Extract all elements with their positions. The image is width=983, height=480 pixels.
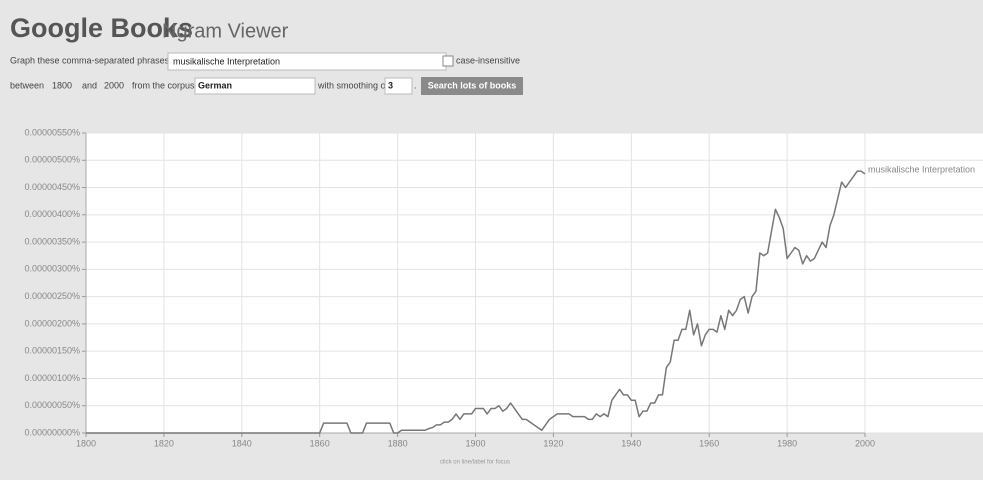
hint: click on line/label for focus xyxy=(440,460,510,466)
y-tick-label: 0.00000100% xyxy=(24,373,80,383)
smoothing-select[interactable] xyxy=(384,77,413,95)
case-checkbox[interactable] xyxy=(442,55,454,67)
start-year[interactable]: 1800 xyxy=(52,80,72,90)
between: between xyxy=(10,80,44,90)
x-tick-label: 1860 xyxy=(310,438,330,448)
x-tick-label: 1900 xyxy=(465,438,485,448)
search-button[interactable] xyxy=(421,77,523,95)
y-tick-label: 0.00000200% xyxy=(24,318,80,328)
y-tick-label: 0.00000150% xyxy=(24,346,80,356)
x-tick-label: 1840 xyxy=(232,438,252,448)
y-tick-label: 0.00000050% xyxy=(24,400,80,410)
y-tick-label: 0.00000000% xyxy=(24,427,80,437)
y-tick-label: 0.00000550% xyxy=(24,127,80,137)
corpus-select[interactable] xyxy=(194,77,316,95)
plot: 0.00000000% 0.00000050% 0.00000100% 0.00000… xyxy=(24,127,983,448)
x-tick-label: 1800 xyxy=(76,438,96,448)
plot-area xyxy=(86,133,983,433)
phrases-label: Graph these comma-separated phrases: xyxy=(10,55,172,65)
x-tick-label: 1940 xyxy=(621,438,641,448)
smoothing-label: with smoothing of xyxy=(317,80,389,90)
y-tick-label: 0.00000350% xyxy=(24,236,80,246)
series-label: musikalische Interpretation xyxy=(868,164,975,174)
x-tick-label: 2000 xyxy=(855,438,875,448)
y-tick-label: 0.00000250% xyxy=(24,291,80,301)
x-tick-label: 1880 xyxy=(388,438,408,448)
corpus-value: German xyxy=(198,80,232,90)
and: and xyxy=(82,80,97,90)
corpus-label: from the corpus xyxy=(132,80,195,90)
x-tick-label: 1820 xyxy=(154,438,174,448)
product: Ngram Viewer xyxy=(162,20,289,42)
end-year[interactable]: 2000 xyxy=(104,80,124,90)
brand: Google Books xyxy=(10,13,193,43)
y-tick-label: 0.00000450% xyxy=(24,182,80,192)
phrases-value: musikalische Interpretation xyxy=(173,56,280,66)
y-tick-label: 0.00000500% xyxy=(24,155,80,165)
smoothing-value: 3 xyxy=(388,80,393,90)
x-tick-label: 1920 xyxy=(543,438,563,448)
series-line xyxy=(86,170,866,434)
y-tick-label: 0.00000400% xyxy=(24,209,80,219)
x-tick-label: 1960 xyxy=(699,438,719,448)
y-tick-label: 0.00000300% xyxy=(24,264,80,274)
search-button-label: Search lots of books xyxy=(428,80,517,90)
x-tick-label: 1980 xyxy=(777,438,797,448)
period: . xyxy=(414,80,417,90)
case-label: case-insensitive xyxy=(456,55,520,65)
